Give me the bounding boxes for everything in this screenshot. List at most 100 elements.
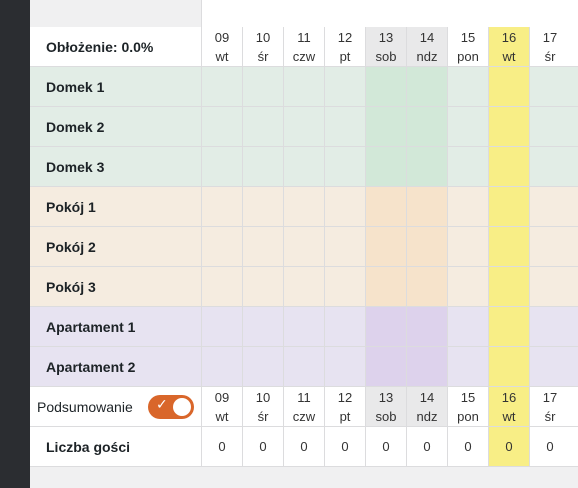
booking-cell[interactable]	[242, 267, 283, 306]
booking-cell[interactable]	[242, 347, 283, 386]
booking-cell[interactable]	[488, 307, 529, 346]
booking-cell[interactable]	[406, 187, 447, 226]
unit-name[interactable]: Domek 3	[46, 158, 105, 175]
day-header-cell: 11 czw	[283, 387, 324, 426]
day-header-cell: 10 śr	[242, 27, 283, 66]
booking-cell[interactable]	[529, 187, 570, 226]
booking-cell[interactable]	[201, 147, 242, 186]
day-header-cell: 09 wt	[201, 387, 242, 426]
booking-cell[interactable]	[365, 147, 406, 186]
booking-cell[interactable]	[365, 187, 406, 226]
guests-label: Liczba gości	[46, 438, 131, 455]
booking-cell[interactable]	[447, 267, 488, 306]
summary-toggle[interactable]: ✓	[148, 395, 194, 419]
booking-cell[interactable]	[201, 227, 242, 266]
booking-cell[interactable]	[201, 67, 242, 106]
unit-name[interactable]: Pokój 2	[46, 238, 96, 255]
unit-name[interactable]: Pokój 3	[46, 278, 96, 295]
booking-cell[interactable]	[488, 67, 529, 106]
booking-cell[interactable]	[447, 67, 488, 106]
booking-cell[interactable]	[365, 347, 406, 386]
booking-cell[interactable]	[283, 267, 324, 306]
booking-cell[interactable]	[242, 67, 283, 106]
booking-cell[interactable]	[242, 107, 283, 146]
booking-cell[interactable]	[283, 307, 324, 346]
day-header-cell: 11 czw	[283, 27, 324, 66]
booking-cell[interactable]	[447, 227, 488, 266]
booking-cell[interactable]	[242, 187, 283, 226]
booking-cell[interactable]	[283, 107, 324, 146]
toggle-knob	[173, 398, 191, 416]
unit-name[interactable]: Domek 2	[46, 118, 105, 135]
day-header-cell: 17 śr	[529, 27, 570, 66]
booking-cell[interactable]	[488, 147, 529, 186]
booking-cell[interactable]	[324, 107, 365, 146]
booking-cell[interactable]	[365, 67, 406, 106]
booking-cell[interactable]	[283, 227, 324, 266]
weekday-label: pon	[457, 48, 479, 64]
booking-cell[interactable]	[447, 147, 488, 186]
booking-cell[interactable]	[365, 267, 406, 306]
booking-cell[interactable]	[488, 227, 529, 266]
booking-cell[interactable]	[201, 107, 242, 146]
day-number: 10	[255, 389, 271, 405]
summary-label: Podsumowanie	[37, 398, 133, 415]
booking-cell[interactable]	[447, 347, 488, 386]
booking-cell[interactable]	[529, 267, 570, 306]
booking-cell[interactable]	[406, 67, 447, 106]
unit-name[interactable]: Apartament 1	[46, 318, 136, 335]
booking-cell[interactable]	[365, 227, 406, 266]
booking-cell[interactable]	[201, 347, 242, 386]
day-number: 13	[378, 29, 394, 45]
booking-cell[interactable]	[529, 347, 570, 386]
day-header-cell: 15 pon	[447, 387, 488, 426]
guest-count: 0	[242, 427, 283, 466]
booking-cell[interactable]	[201, 187, 242, 226]
weekday-label: śr	[544, 408, 556, 424]
booking-cell[interactable]	[529, 107, 570, 146]
booking-cell[interactable]	[529, 227, 570, 266]
guest-count: 0	[447, 427, 488, 466]
booking-cell[interactable]	[201, 307, 242, 346]
guest-count: 0	[283, 427, 324, 466]
booking-cell[interactable]	[283, 187, 324, 226]
booking-cell[interactable]	[488, 347, 529, 386]
booking-cell[interactable]	[406, 227, 447, 266]
booking-cell[interactable]	[406, 147, 447, 186]
booking-cell[interactable]	[324, 147, 365, 186]
booking-cell[interactable]	[324, 267, 365, 306]
booking-cell[interactable]	[406, 107, 447, 146]
booking-cell[interactable]	[324, 307, 365, 346]
booking-cell[interactable]	[324, 67, 365, 106]
unit-name[interactable]: Pokój 1	[46, 198, 96, 215]
booking-cell[interactable]	[365, 307, 406, 346]
booking-cell[interactable]	[365, 107, 406, 146]
booking-cell[interactable]	[529, 147, 570, 186]
day-header-cell: 13 sob	[365, 387, 406, 426]
booking-cell[interactable]	[324, 227, 365, 266]
booking-cell[interactable]	[529, 307, 570, 346]
booking-cell[interactable]	[283, 147, 324, 186]
booking-cell[interactable]	[283, 347, 324, 386]
booking-cell[interactable]	[324, 347, 365, 386]
booking-cell[interactable]	[488, 267, 529, 306]
booking-cell[interactable]	[529, 67, 570, 106]
day-header-cell: 12 pt	[324, 27, 365, 66]
unit-name[interactable]: Domek 1	[46, 78, 105, 95]
booking-cell[interactable]	[242, 147, 283, 186]
booking-cell[interactable]	[406, 307, 447, 346]
booking-cell[interactable]	[324, 187, 365, 226]
booking-cell[interactable]	[447, 107, 488, 146]
booking-cell[interactable]	[201, 267, 242, 306]
booking-cell[interactable]	[242, 227, 283, 266]
booking-cell[interactable]	[447, 307, 488, 346]
booking-cell[interactable]	[406, 347, 447, 386]
booking-cell[interactable]	[447, 187, 488, 226]
day-number: 13	[378, 389, 394, 405]
unit-name[interactable]: Apartament 2	[46, 358, 136, 375]
booking-cell[interactable]	[488, 187, 529, 226]
booking-cell[interactable]	[406, 267, 447, 306]
booking-cell[interactable]	[283, 67, 324, 106]
booking-cell[interactable]	[488, 107, 529, 146]
booking-cell[interactable]	[242, 307, 283, 346]
